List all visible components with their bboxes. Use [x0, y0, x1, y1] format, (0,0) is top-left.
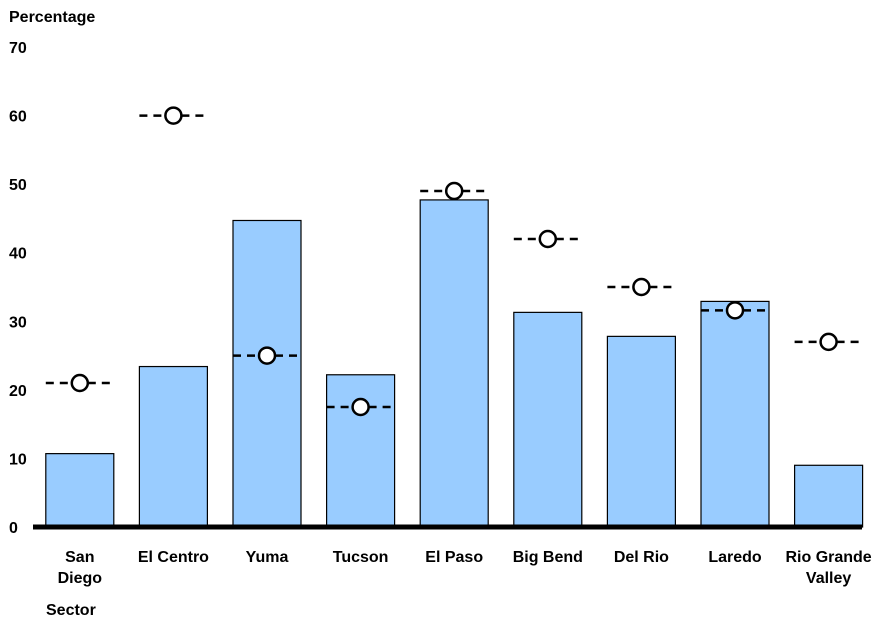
y-tick-label: 30: [9, 314, 27, 331]
y-tick-label: 40: [9, 246, 27, 263]
y-axis-label: Percentage: [9, 9, 95, 26]
bar: [232, 219, 302, 528]
x-tick-label: Del Rio: [614, 549, 669, 566]
x-tick-labels: San Diego El Centro Yuma Tucson El Paso Big Be…: [58, 549, 872, 587]
bar: [138, 365, 208, 528]
x-tick-label: San Diego: [58, 549, 103, 587]
marker-point: [351, 397, 370, 417]
x-tick-label: Yuma: [246, 549, 289, 566]
x-tick-label: Big Bend: [513, 549, 583, 566]
marker-point: [257, 346, 277, 365]
marker-point: [538, 229, 558, 249]
marker-point: [819, 332, 838, 352]
x-tick-label: Laredo: [708, 549, 762, 566]
marker-point: [70, 373, 90, 393]
marker-point: [164, 106, 183, 125]
bar: [513, 311, 583, 528]
bar: [793, 464, 864, 528]
y-tick-label: 10: [9, 451, 27, 468]
marker-point: [725, 301, 745, 320]
x-tick-label: El Paso: [425, 549, 483, 566]
marker-point: [632, 277, 651, 297]
bar: [45, 453, 115, 528]
x-tick-label: El Centro: [138, 549, 209, 566]
y-tick-label: 20: [9, 383, 27, 400]
y-tick-labels: 0 10 20 30 40 50 60 70: [9, 40, 27, 537]
bar: [700, 300, 770, 528]
bar: [419, 199, 489, 528]
x-axis-label: Sector: [46, 602, 96, 619]
bar: [326, 374, 396, 528]
y-tick-label: 60: [9, 109, 27, 126]
y-tick-label: 50: [9, 177, 27, 194]
marker-point: [444, 181, 464, 201]
bars: [45, 199, 864, 528]
markers: [45, 106, 863, 417]
x-tick-label: Rio Grande Valley: [785, 549, 871, 587]
x-tick-label: Tucson: [333, 549, 389, 566]
y-tick-label: 70: [9, 40, 27, 57]
y-tick-label: 0: [9, 520, 18, 537]
bar: [606, 335, 677, 528]
